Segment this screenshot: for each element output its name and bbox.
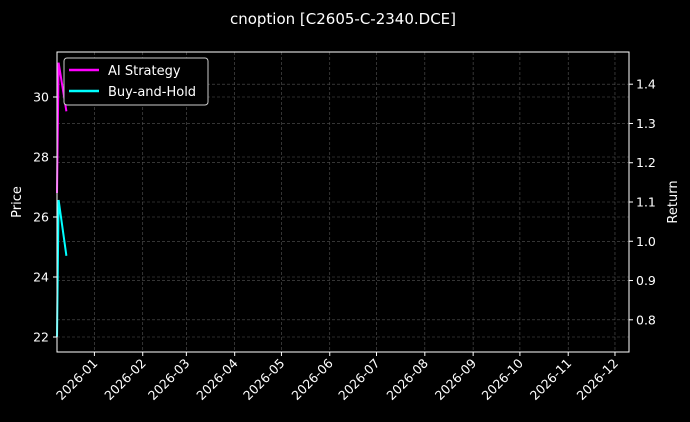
x-tick-label: 2026-12 [574, 356, 622, 404]
x-tick-label: 2026-02 [101, 356, 149, 404]
x-tick-label: 2026-03 [145, 356, 193, 404]
legend-box [63, 57, 209, 106]
x-tick-label: 2026-01 [53, 356, 101, 404]
y-axis-right: 0.8 0.9 1.0 1.1 1.2 1.3 1.4 [629, 77, 656, 327]
y-axis-left-label: Price [10, 186, 25, 218]
y-right-tick-label: 1.2 [636, 155, 656, 170]
y-right-tick-label: 1.0 [636, 234, 656, 249]
x-tick-label: 2026-04 [193, 355, 241, 403]
y-left-tick-label: 24 [33, 270, 49, 285]
y-left-tick-label: 26 [33, 210, 49, 225]
y-left-tick-label: 28 [33, 150, 49, 165]
x-tick-label: 2026-05 [240, 356, 288, 404]
x-tick-label: 2026-09 [432, 355, 480, 403]
y-axis-left: 22 24 26 28 30 [33, 90, 57, 345]
x-tick-label: 2026-10 [478, 355, 526, 403]
legend-label-buy-and-hold: Buy-and-Hold [108, 85, 196, 100]
x-tick-label: 2026-11 [527, 356, 575, 404]
y-right-tick-label: 1.4 [636, 77, 656, 92]
series-line-buy-and-hold [56, 199, 68, 337]
y-right-tick-label: 1.1 [636, 195, 656, 210]
grid [57, 52, 629, 352]
legend-label-ai-strategy: AI Strategy [108, 64, 181, 79]
chart-title: cnoption [C2605-C-2340.DCE] [230, 10, 456, 28]
x-tick-label: 2026-07 [335, 356, 383, 404]
x-tick-label: 2026-08 [383, 355, 431, 403]
y-left-tick-label: 30 [33, 90, 49, 105]
x-tick-label: 2026-06 [288, 355, 336, 403]
y-axis-right-label: Return [666, 180, 681, 223]
y-right-tick-label: 0.8 [636, 312, 656, 327]
legend: AI Strategy Buy-and-Hold [63, 57, 209, 106]
y-right-tick-label: 1.3 [636, 116, 656, 131]
y-right-tick-label: 0.9 [636, 273, 656, 288]
y-left-tick-label: 22 [33, 330, 49, 345]
